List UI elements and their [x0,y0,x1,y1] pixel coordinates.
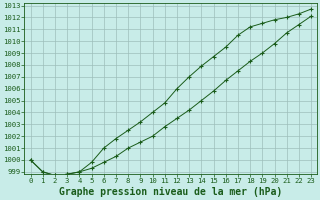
X-axis label: Graphe pression niveau de la mer (hPa): Graphe pression niveau de la mer (hPa) [59,187,283,197]
